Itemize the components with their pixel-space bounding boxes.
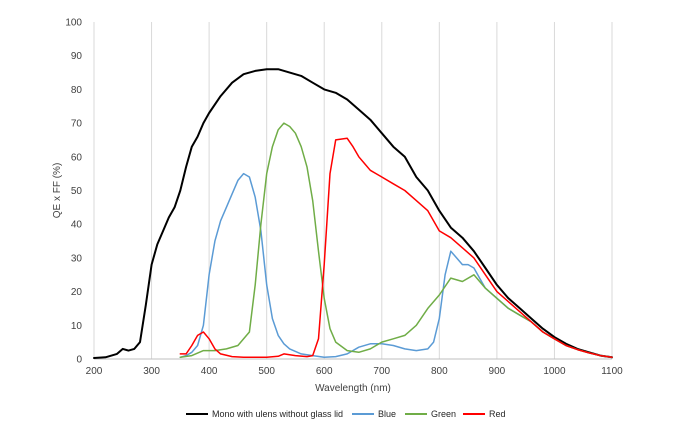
y-axis-title: QE x FF (%) [52,163,63,219]
series-line-mono-with-ulens-without-glass-lid [93,68,613,359]
x-axis-title: Wavelength (nm) [315,383,391,394]
y-tick-label: 20 [71,287,83,298]
y-tick-label: 10 [71,321,83,332]
x-tick-label: 500 [258,366,275,377]
y-tick-label: 40 [71,220,83,231]
y-tick-label: 70 [71,119,83,130]
x-tick-label: 400 [201,366,218,377]
y-tick-label: 100 [65,18,82,29]
series-line-red [179,137,613,359]
x-tick-label: 200 [86,366,103,377]
legend-label: Green [431,409,456,419]
series-line-blue [179,172,613,359]
x-tick-label: 1000 [543,366,566,377]
x-tick-label: 700 [373,366,390,377]
series-line-green [179,122,613,359]
y-tick-label: 0 [76,355,82,366]
legend-label: Blue [378,409,396,419]
legend: Mono with ulens without glass lid Blue Gre… [186,409,506,419]
x-tick-label: 800 [431,366,448,377]
y-tick-label: 90 [71,51,83,62]
x-tick-label: 900 [489,366,506,377]
x-tick-label: 300 [143,366,160,377]
gridlines [93,22,613,359]
y-tick-label: 50 [71,186,83,197]
x-tick-label: 600 [316,366,333,377]
y-tick-label: 80 [71,85,83,96]
legend-label: Mono with ulens without glass lid [212,409,343,419]
series-lines [93,68,613,359]
legend-label: Red [489,409,506,419]
y-tick-label: 30 [71,253,83,264]
x-tick-label: 1100 [601,366,623,377]
y-tick-label: 60 [71,152,83,163]
tick-labels: 200 300 400 500 600 700 800 900 1000 1100 0 10 20 30 4… [65,18,623,378]
